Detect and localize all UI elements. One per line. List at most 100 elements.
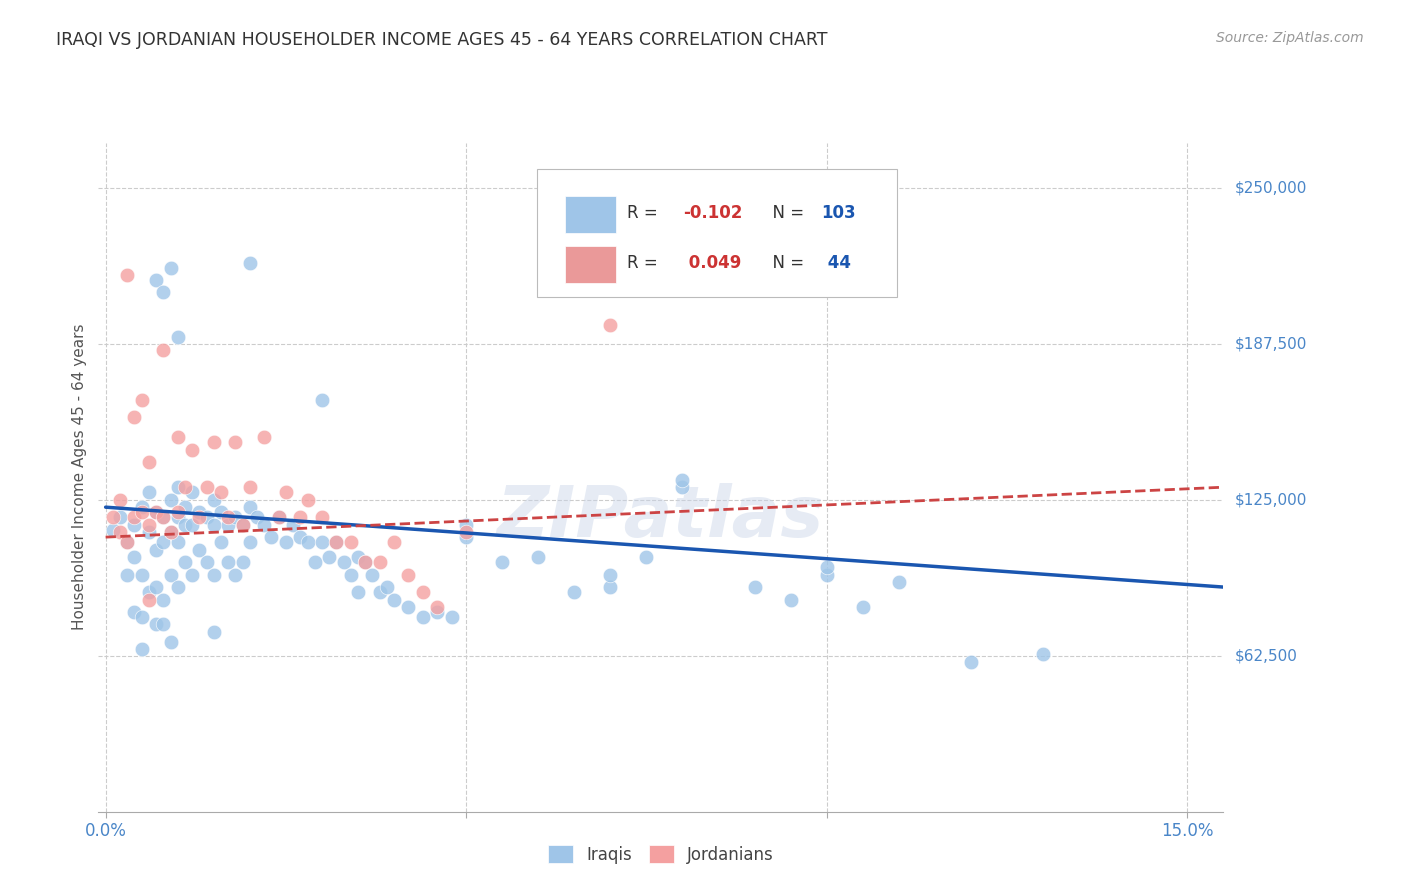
Text: N =: N = — [762, 204, 810, 222]
Point — [368, 555, 391, 569]
Point — [887, 575, 910, 590]
Point — [339, 567, 361, 582]
Text: IRAQI VS JORDANIAN HOUSEHOLDER INCOME AGES 45 - 64 YEARS CORRELATION CHART: IRAQI VS JORDANIAN HOUSEHOLDER INCOME AG… — [56, 31, 828, 49]
Point — [159, 492, 181, 507]
Point — [426, 605, 449, 619]
Point — [224, 510, 246, 524]
Point — [375, 580, 398, 594]
Point — [138, 585, 160, 599]
Point — [274, 485, 297, 500]
Point — [181, 517, 204, 532]
Point — [311, 535, 333, 549]
Point — [260, 530, 283, 544]
Point — [188, 505, 211, 519]
Legend: Iraqis, Jordanians: Iraqis, Jordanians — [541, 838, 780, 871]
Point — [426, 600, 449, 615]
Point — [290, 510, 312, 524]
Point — [232, 555, 254, 569]
Point — [209, 485, 232, 500]
Text: 44: 44 — [821, 254, 851, 272]
Point — [1032, 648, 1054, 662]
Point — [166, 535, 188, 549]
Point — [209, 505, 232, 519]
Point — [361, 567, 384, 582]
Point — [202, 625, 225, 640]
FancyBboxPatch shape — [565, 246, 616, 284]
Point — [224, 567, 246, 582]
Point — [368, 585, 391, 599]
Point — [267, 510, 290, 524]
Point — [382, 535, 405, 549]
Point — [217, 517, 239, 532]
Text: $125,000: $125,000 — [1234, 492, 1306, 508]
Point — [456, 530, 478, 544]
Point — [779, 592, 801, 607]
Point — [166, 480, 188, 494]
Point — [117, 535, 139, 549]
Point — [202, 492, 225, 507]
Point — [145, 617, 167, 632]
Point — [152, 510, 174, 524]
Point — [224, 435, 246, 450]
Point — [311, 392, 333, 407]
Point — [174, 500, 197, 515]
Point — [347, 550, 370, 565]
Point — [152, 617, 174, 632]
Point — [166, 510, 188, 524]
Point — [253, 517, 276, 532]
Point — [145, 580, 167, 594]
Point — [440, 610, 463, 624]
Point — [202, 517, 225, 532]
Point — [152, 592, 174, 607]
Point — [527, 550, 550, 565]
Point — [152, 510, 174, 524]
Point — [354, 555, 377, 569]
Text: $187,500: $187,500 — [1234, 336, 1306, 351]
Point — [131, 567, 153, 582]
Point — [159, 567, 181, 582]
Point — [138, 455, 160, 469]
Point — [188, 510, 211, 524]
Point — [117, 567, 139, 582]
Point — [744, 580, 766, 594]
Point — [174, 517, 197, 532]
Point — [246, 510, 269, 524]
Point — [562, 585, 585, 599]
Point — [181, 485, 204, 500]
Point — [209, 535, 232, 549]
Point — [382, 592, 405, 607]
Point — [124, 517, 146, 532]
Point — [960, 655, 983, 669]
Point — [267, 510, 290, 524]
Text: Source: ZipAtlas.com: Source: ZipAtlas.com — [1216, 31, 1364, 45]
Point — [671, 473, 693, 487]
Point — [145, 542, 167, 557]
Point — [195, 480, 218, 494]
Point — [174, 555, 197, 569]
Text: ZIPatlas: ZIPatlas — [498, 483, 824, 552]
Point — [131, 642, 153, 657]
Point — [181, 567, 204, 582]
Point — [159, 635, 181, 649]
Point — [159, 260, 181, 275]
Text: -0.102: -0.102 — [683, 204, 742, 222]
Point — [217, 555, 239, 569]
Point — [131, 392, 153, 407]
Text: $62,500: $62,500 — [1234, 648, 1298, 664]
Point — [239, 480, 262, 494]
Point — [124, 605, 146, 619]
Point — [166, 505, 188, 519]
Point — [101, 510, 124, 524]
Point — [297, 535, 319, 549]
Point — [131, 505, 153, 519]
Point — [290, 530, 312, 544]
Point — [152, 285, 174, 300]
Point — [138, 485, 160, 500]
Point — [159, 525, 181, 540]
Point — [456, 517, 478, 532]
Point — [145, 273, 167, 287]
Text: R =: R = — [627, 204, 664, 222]
Point — [124, 510, 146, 524]
Point — [456, 525, 478, 540]
Point — [232, 517, 254, 532]
